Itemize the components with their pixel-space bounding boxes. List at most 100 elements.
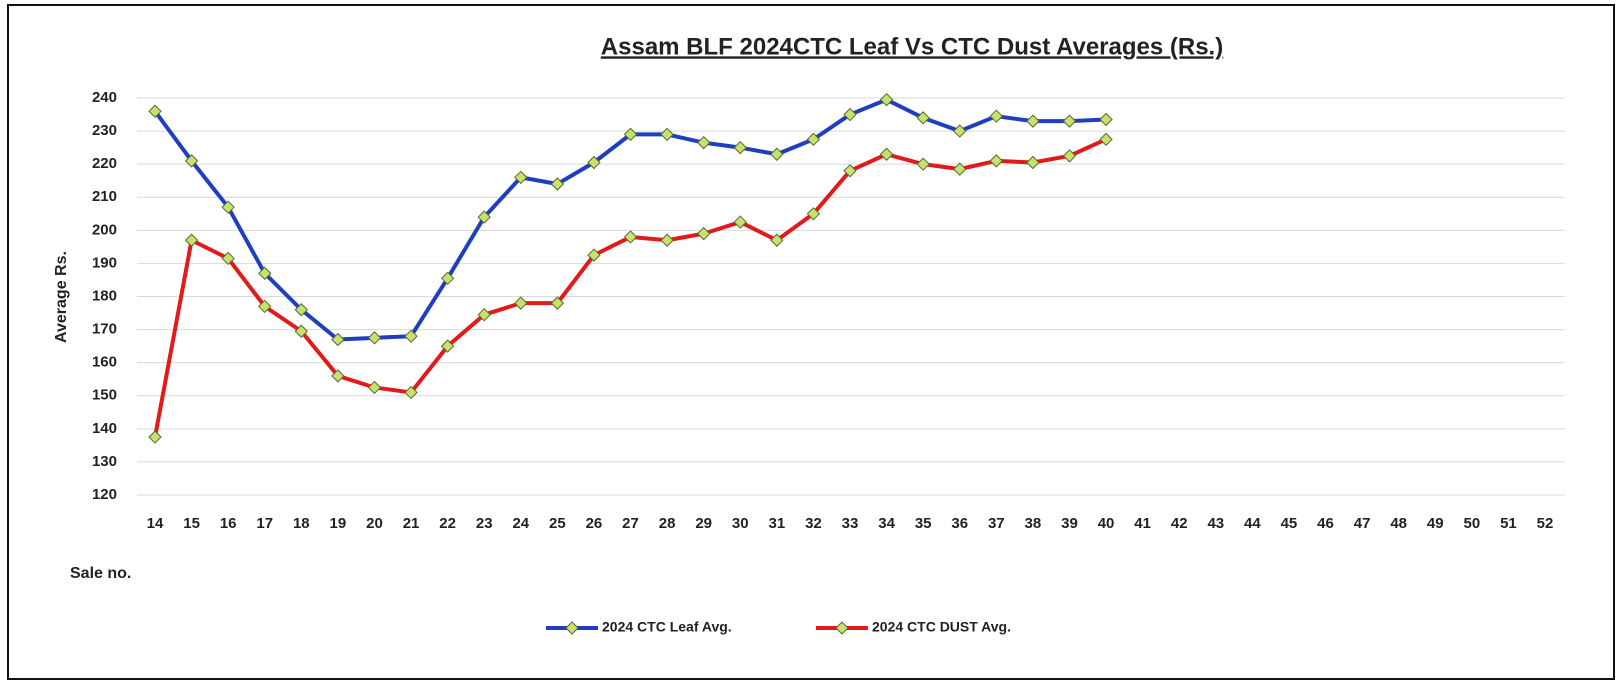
marker: [696, 135, 711, 150]
x-tick-label: 30: [732, 515, 749, 532]
y-tick-label: 140: [92, 420, 117, 437]
x-tick-label: 32: [805, 515, 822, 532]
marker: [294, 324, 309, 338]
marker: [1026, 114, 1040, 128]
x-tick-label: 44: [1244, 515, 1261, 532]
marker: [1026, 155, 1040, 170]
frame: [7, 4, 1615, 680]
y-tick-label: 210: [92, 188, 117, 205]
marker: [989, 109, 1004, 123]
marker: [587, 248, 601, 262]
x-tick-label: 42: [1171, 515, 1188, 532]
marker: [221, 200, 235, 214]
marker: [623, 127, 638, 142]
marker: [550, 177, 565, 191]
marker: [879, 147, 894, 161]
marker: [477, 210, 491, 224]
x-tick-label: 18: [293, 515, 310, 532]
marker: [184, 233, 199, 247]
marker: [294, 303, 309, 317]
marker: [514, 296, 528, 310]
x-tick-label: 49: [1427, 515, 1444, 532]
x-tick-label: 51: [1500, 515, 1517, 532]
x-tick-label: 28: [659, 515, 676, 532]
y-tick-label: 220: [92, 155, 117, 172]
marker: [733, 140, 747, 155]
marker: [440, 271, 455, 286]
x-tick-label: 25: [549, 515, 566, 532]
x-tick-label: 20: [366, 515, 383, 532]
y-tick-label: 190: [92, 254, 117, 271]
marker: [404, 329, 418, 343]
y-tick-label: 180: [92, 287, 117, 304]
marker: [660, 127, 674, 142]
x-tick-label: 41: [1134, 515, 1151, 532]
x-tick-label: 39: [1061, 515, 1078, 532]
marker: [367, 331, 382, 345]
marker: [696, 226, 711, 241]
x-axis-label: Sale no.: [70, 565, 131, 582]
marker: [806, 207, 821, 221]
marker: [550, 296, 565, 310]
marker: [806, 132, 821, 147]
x-tick-label: 26: [586, 515, 603, 532]
y-tick-label: 230: [92, 122, 117, 139]
x-tick-label: 52: [1537, 515, 1554, 532]
legend-label: 2024 CTC DUST Avg.: [872, 619, 1011, 635]
marker: [770, 233, 784, 247]
marker: [1062, 114, 1077, 128]
x-tick-label: 14: [147, 515, 164, 532]
marker: [1099, 112, 1113, 127]
x-tick-label: 38: [1025, 515, 1042, 532]
x-tick-label: 45: [1281, 515, 1298, 532]
y-tick-label: 200: [92, 221, 117, 238]
x-tick-label: 16: [220, 515, 237, 532]
y-tick-label: 170: [92, 321, 117, 338]
y-tick-label: 120: [92, 486, 117, 503]
marker: [404, 385, 418, 400]
x-tick-label: 48: [1390, 515, 1407, 532]
y-tick-label: 150: [92, 387, 117, 404]
x-tick-label: 37: [988, 515, 1005, 532]
x-tick-label: 27: [622, 515, 639, 532]
x-tick-label: 15: [183, 515, 200, 532]
marker: [331, 332, 345, 347]
marker: [623, 230, 638, 244]
x-tick-label: 47: [1354, 515, 1371, 532]
marker: [843, 164, 857, 178]
marker: [587, 155, 601, 170]
y-tick-label: 130: [92, 453, 117, 470]
x-tick-label: 23: [476, 515, 493, 532]
x-tick-label: 35: [915, 515, 932, 532]
marker: [1099, 132, 1113, 147]
marker: [953, 162, 967, 176]
marker: [440, 339, 455, 353]
x-tick-label: 50: [1463, 515, 1480, 532]
x-tick-label: 21: [403, 515, 420, 532]
y-tick-label: 160: [92, 354, 117, 371]
legend-marker: [835, 621, 849, 635]
marker: [879, 92, 894, 107]
x-tick-label: 17: [256, 515, 273, 532]
marker: [258, 266, 272, 281]
legend-marker: [565, 621, 579, 635]
x-tick-label: 29: [695, 515, 712, 532]
x-tick-label: 22: [439, 515, 456, 532]
marker: [953, 124, 967, 138]
marker: [184, 154, 199, 168]
x-tick-label: 34: [878, 515, 895, 532]
x-tick-label: 36: [951, 515, 968, 532]
x-tick-label: 46: [1317, 515, 1334, 532]
chart-title: Assam BLF 2024CTC Leaf Vs CTC Dust Avera…: [601, 33, 1223, 60]
x-tick-label: 24: [512, 515, 529, 532]
x-tick-label: 43: [1207, 515, 1224, 532]
marker: [331, 369, 345, 383]
marker: [843, 107, 857, 122]
marker: [660, 233, 674, 247]
marker: [514, 170, 528, 185]
marker: [148, 430, 162, 444]
x-tick-label: 31: [768, 515, 785, 532]
legend-label: 2024 CTC Leaf Avg.: [602, 619, 732, 635]
marker: [916, 111, 930, 125]
